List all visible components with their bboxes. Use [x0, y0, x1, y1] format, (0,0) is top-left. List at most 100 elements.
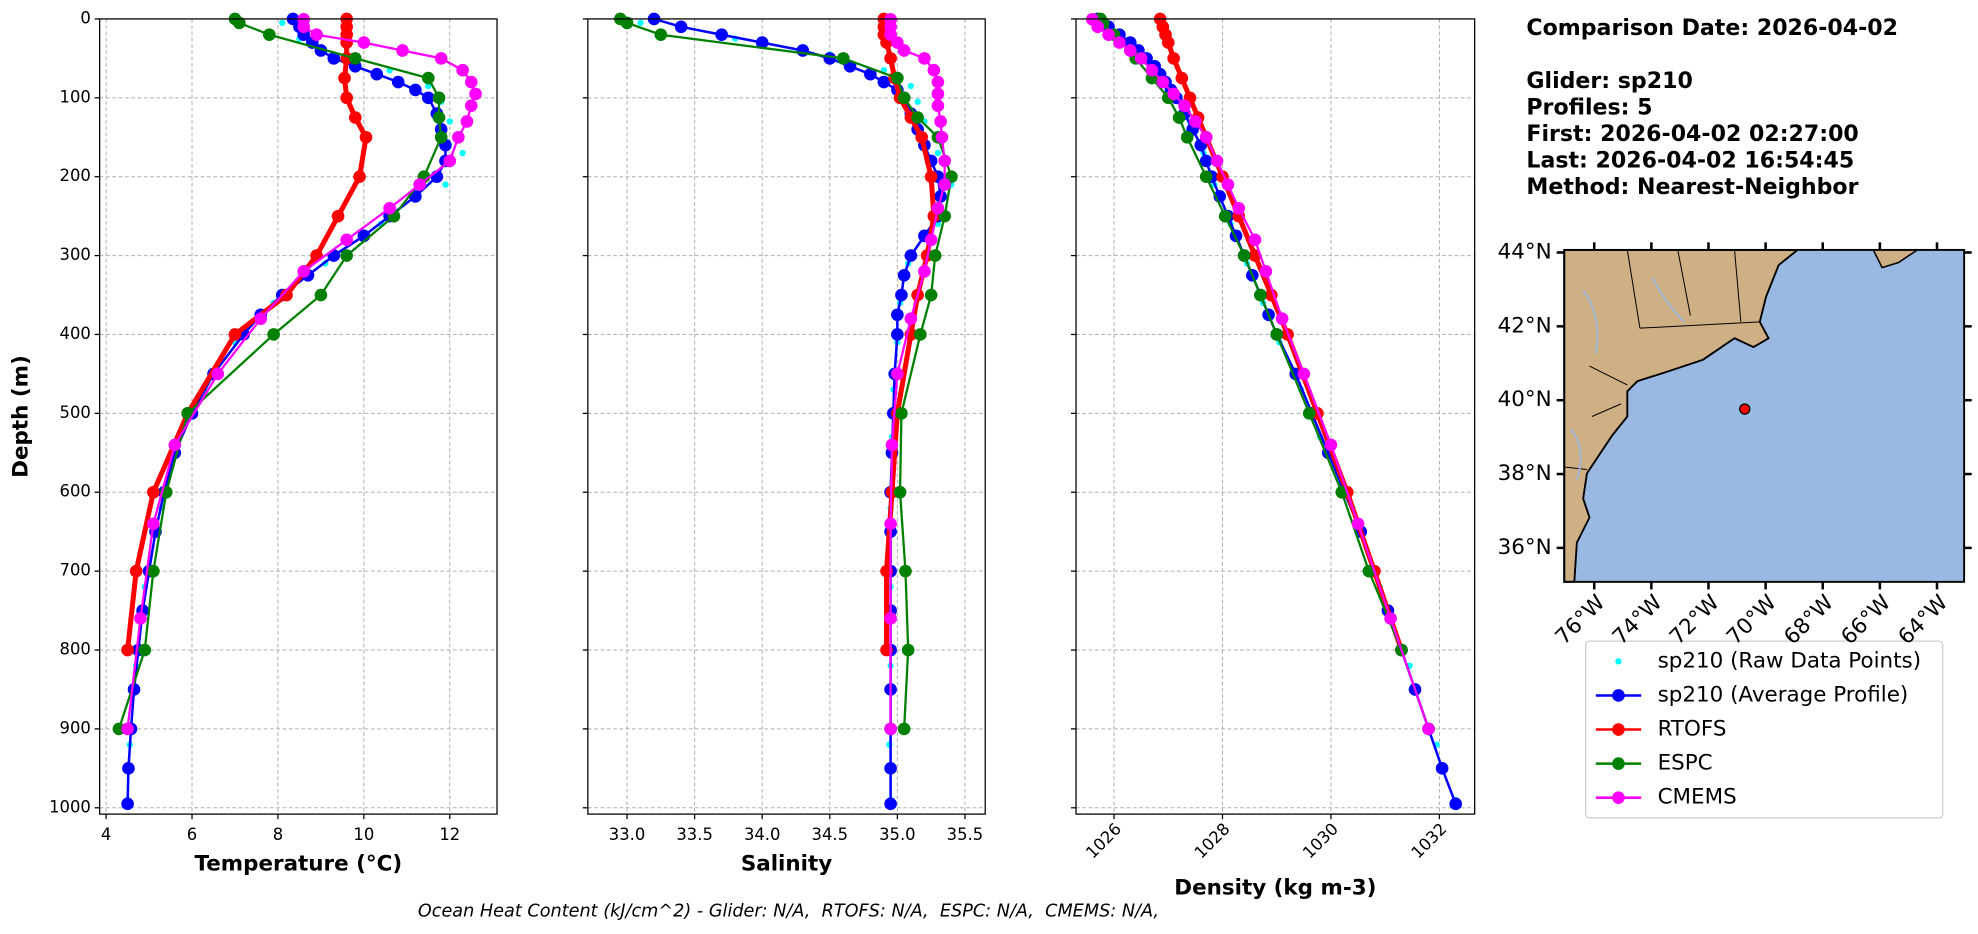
legend-label: sp210 (Raw Data Points) — [1658, 648, 1921, 673]
borders — [1564, 249, 1760, 471]
profile-point — [938, 154, 951, 168]
x-tick-label: 1026 — [1082, 819, 1125, 862]
profile-point — [348, 111, 362, 124]
info-line: Glider: sp210 — [1526, 69, 1692, 94]
profile-point — [348, 52, 362, 65]
profile-point — [338, 71, 351, 85]
profile-point — [935, 130, 949, 144]
profile-point — [924, 288, 938, 302]
profile-point — [1324, 438, 1338, 452]
profile-point — [396, 44, 409, 57]
profile-point — [620, 16, 634, 30]
profile-point — [134, 612, 147, 625]
profile-point — [907, 82, 915, 90]
profile-point — [211, 367, 225, 381]
y-tick-label: 0 — [80, 8, 90, 27]
profile-point — [297, 20, 311, 34]
profile-point — [279, 19, 286, 27]
profile-point — [884, 722, 897, 736]
profile-point — [310, 28, 323, 42]
y-tick-label: 44°N — [1498, 239, 1552, 264]
profile-point — [884, 797, 897, 811]
profile-point — [915, 130, 928, 144]
profile-point — [755, 36, 769, 49]
profile-point — [904, 312, 918, 326]
y-tick-label: 1000 — [49, 797, 91, 816]
profile-point — [1218, 209, 1232, 223]
series — [1100, 19, 1459, 804]
profile-point — [1145, 63, 1159, 77]
legend-label: CMEMS — [1658, 785, 1737, 810]
profile-point — [934, 149, 942, 157]
profile-point — [280, 288, 293, 302]
series — [1091, 12, 1462, 811]
profile-point — [864, 67, 877, 81]
footnote: Ocean Heat Content (kJ/cm^2) - Glider: N… — [418, 901, 1159, 921]
profile-point — [1275, 312, 1289, 326]
profile-point — [432, 111, 446, 124]
y-tick-label: 42°N — [1498, 313, 1552, 338]
profile-point — [1351, 517, 1365, 531]
info-line: Last: 2026-04-02 16:54:45 — [1526, 149, 1854, 174]
profile-point — [1180, 130, 1194, 144]
profile-point — [1102, 28, 1115, 42]
x-tick-label: 1032 — [1408, 819, 1451, 862]
profile-point — [228, 328, 242, 341]
profile-point — [891, 71, 904, 85]
land — [1563, 248, 1801, 583]
profile-point — [931, 99, 945, 113]
profile-point — [421, 91, 435, 105]
profile-point — [1156, 75, 1170, 89]
map-frame — [1563, 248, 1966, 583]
profile-point — [1237, 249, 1251, 262]
profile-point — [359, 130, 373, 144]
x-tick-label: 33.0 — [609, 825, 645, 844]
profile-point — [897, 44, 911, 57]
legend-marker — [1612, 757, 1625, 770]
info-line: First: 2026-04-02 02:27:00 — [1526, 122, 1858, 147]
profile-point — [456, 63, 469, 77]
profile-point — [674, 20, 688, 34]
profile-point — [121, 722, 134, 736]
profile-point — [891, 367, 904, 381]
y-tick-label: 800 — [60, 640, 91, 659]
profile-point — [911, 111, 924, 124]
x-tick-label: 1028 — [1191, 819, 1234, 862]
profile-point — [1221, 178, 1235, 191]
series — [121, 13, 482, 736]
profile-point — [924, 233, 938, 247]
profile-point — [121, 643, 134, 657]
x-tick-label: 34.5 — [812, 825, 848, 844]
y-tick-label: 500 — [60, 403, 91, 422]
x-axis-label: Temperature (°C) — [195, 852, 403, 877]
profile-point — [1297, 367, 1311, 381]
legend-box — [1585, 640, 1944, 819]
glider-location — [1739, 403, 1751, 415]
profile-point — [168, 438, 182, 452]
profile-point — [469, 87, 482, 101]
profile-point — [1123, 44, 1137, 57]
profile-point — [1199, 130, 1213, 144]
profile-point — [464, 99, 478, 113]
profile-point — [884, 612, 897, 625]
profile-line — [1096, 17, 1457, 805]
profile-point — [891, 328, 904, 341]
y-tick-label: 100 — [60, 87, 91, 106]
profile-point — [314, 288, 328, 302]
profile-point — [1175, 71, 1189, 85]
legend-marker — [1612, 723, 1625, 736]
profile-line — [1091, 18, 1430, 730]
profile-point — [1134, 52, 1148, 65]
profile-point — [1435, 762, 1449, 775]
x-tick-label: 1030 — [1299, 819, 1342, 862]
profile-point — [938, 178, 951, 191]
info-line: Profiles: 5 — [1526, 96, 1652, 121]
profile-point — [924, 170, 938, 184]
y-tick-label: 200 — [60, 166, 91, 185]
profile-point — [434, 52, 448, 65]
profile-point — [895, 407, 908, 420]
profile-point — [383, 201, 396, 215]
profile-point — [1189, 115, 1202, 128]
legend-marker — [1615, 658, 1622, 665]
